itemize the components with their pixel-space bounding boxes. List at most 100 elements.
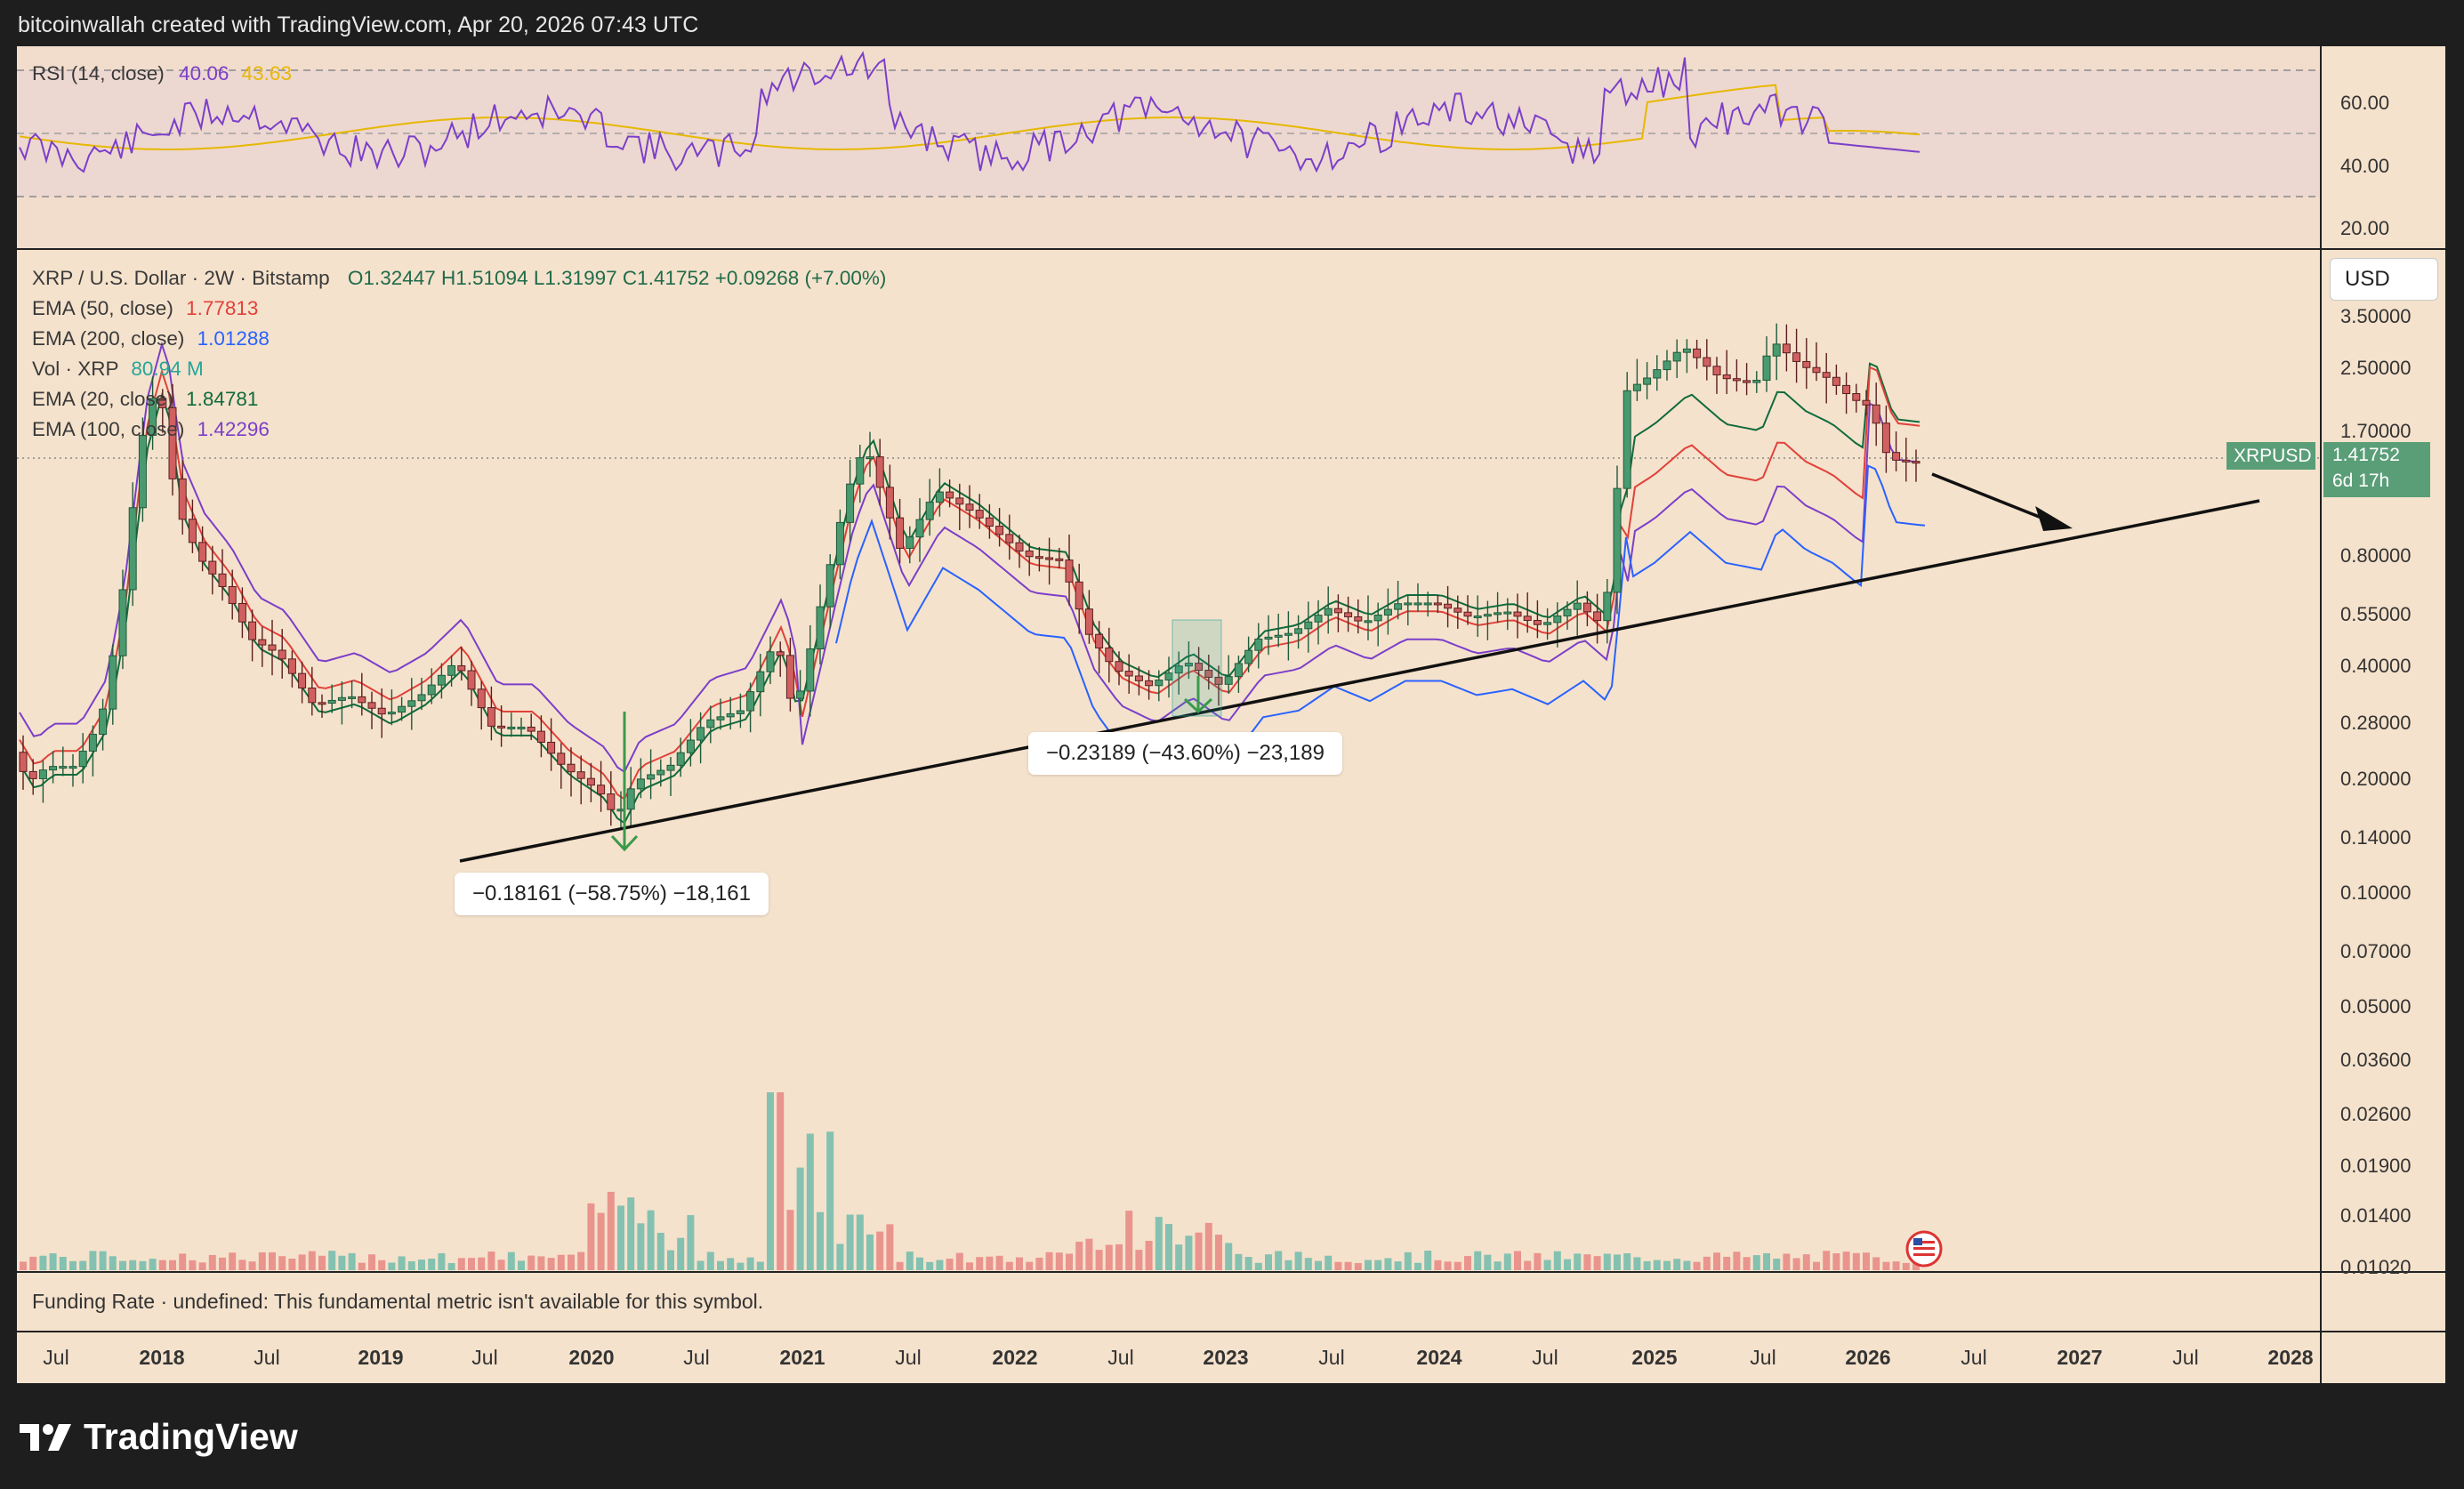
volume-bar bbox=[1414, 1262, 1421, 1270]
candle-body bbox=[816, 606, 825, 650]
volume-bar bbox=[796, 1167, 804, 1270]
volume-bar bbox=[1095, 1250, 1103, 1270]
volume-bar bbox=[1244, 1257, 1252, 1270]
x-tick-label: Jul bbox=[2172, 1346, 2198, 1369]
volume-bar bbox=[1384, 1258, 1392, 1270]
measure-label-2020[interactable]: −0.18161 (−58.75%) −18,161 bbox=[455, 873, 769, 915]
x-tick-label: 2023 bbox=[1203, 1346, 1248, 1369]
volume-bar bbox=[518, 1260, 525, 1270]
volume-bar bbox=[1284, 1260, 1292, 1270]
rsi-tick-label: 20.00 bbox=[2340, 217, 2389, 239]
volume-bar bbox=[1703, 1256, 1711, 1270]
volume-bar bbox=[986, 1256, 994, 1270]
candle-body bbox=[1174, 665, 1183, 674]
candle-body bbox=[218, 573, 227, 587]
candle-body bbox=[846, 483, 855, 523]
ema20-legend[interactable]: EMA (20, close) 1.84781 bbox=[32, 388, 259, 410]
volume-bar bbox=[1304, 1258, 1312, 1270]
candle-body bbox=[1045, 557, 1054, 560]
candle-body bbox=[626, 788, 635, 810]
candle-body bbox=[686, 739, 695, 753]
ema100-legend[interactable]: EMA (100, close) 1.42296 bbox=[32, 418, 270, 440]
ema200-legend[interactable]: EMA (200, close) 1.01288 bbox=[32, 327, 270, 350]
projection-arrow-shaft bbox=[1931, 472, 2056, 525]
volume-bar bbox=[1145, 1240, 1153, 1270]
volume-bar bbox=[1105, 1244, 1113, 1270]
candle-body bbox=[99, 708, 108, 736]
candle-body bbox=[1832, 376, 1840, 386]
y-tick-label: 2.50000 bbox=[2340, 357, 2412, 379]
candle-body bbox=[1463, 611, 1472, 617]
candle-body bbox=[915, 519, 924, 538]
y-tick-label: 0.01400 bbox=[2340, 1204, 2412, 1227]
candle-body bbox=[676, 752, 685, 766]
volume-bar bbox=[1633, 1257, 1641, 1270]
ema50-legend[interactable]: EMA (50, close) 1.77813 bbox=[32, 297, 259, 319]
volume-bar bbox=[20, 1261, 27, 1270]
volume-bar bbox=[876, 1231, 884, 1270]
symbol-line[interactable]: XRP / U.S. Dollar · 2W · Bitstamp O1.324… bbox=[32, 263, 886, 294]
candle-body bbox=[1254, 638, 1263, 651]
candle-body bbox=[1682, 348, 1691, 353]
candle-body bbox=[19, 752, 28, 772]
candle-body bbox=[1394, 603, 1403, 610]
currency-button[interactable]: USD bbox=[2330, 258, 2438, 301]
candle-body bbox=[348, 696, 357, 699]
volume-bar bbox=[1743, 1257, 1751, 1270]
volume-bar bbox=[717, 1260, 724, 1270]
candle-body bbox=[1065, 559, 1074, 583]
x-tick-label: Jul bbox=[1318, 1346, 1344, 1369]
candle-body bbox=[318, 702, 326, 705]
y-tick-label: 0.20000 bbox=[2340, 768, 2412, 790]
chart-frame bbox=[17, 46, 2445, 1383]
volume-bar bbox=[507, 1252, 515, 1270]
candle-body bbox=[1792, 352, 1801, 362]
volume-bar bbox=[407, 1260, 415, 1270]
candle-body bbox=[238, 602, 246, 623]
candle-body bbox=[1822, 372, 1831, 378]
volume-legend[interactable]: Vol · XRP 80.94 M bbox=[32, 358, 204, 380]
tradingview-wordmark: TradingView bbox=[84, 1416, 298, 1457]
volume-bar bbox=[457, 1258, 465, 1270]
volume-bar bbox=[1035, 1257, 1043, 1270]
volume-bar bbox=[398, 1256, 406, 1270]
volume-bar bbox=[1524, 1260, 1532, 1270]
volume-bar bbox=[1055, 1252, 1063, 1270]
rsi-pane bbox=[17, 46, 2321, 248]
candle-body bbox=[1881, 423, 1890, 454]
candle-body bbox=[1623, 390, 1631, 489]
candle-body bbox=[1483, 614, 1492, 617]
main-legend: XRP / U.S. Dollar · 2W · Bitstamp O1.324… bbox=[32, 263, 886, 445]
candle-body bbox=[1752, 379, 1761, 383]
volume-bar bbox=[1434, 1260, 1442, 1270]
candle-body bbox=[1553, 615, 1562, 624]
volume-bar bbox=[1603, 1253, 1611, 1270]
volume-bar bbox=[1823, 1251, 1831, 1270]
candle-body bbox=[1264, 636, 1273, 640]
volume-bar bbox=[1872, 1257, 1880, 1270]
volume-bar bbox=[278, 1256, 286, 1270]
candle-body bbox=[716, 716, 725, 720]
tradingview-logo[interactable]: TradingView bbox=[20, 1416, 298, 1458]
candle-body bbox=[437, 674, 446, 686]
candle-body bbox=[1782, 343, 1791, 354]
y-tick-label: 0.03600 bbox=[2340, 1049, 2412, 1071]
volume-bar bbox=[1225, 1243, 1233, 1270]
candle-body bbox=[955, 497, 964, 505]
price-tag-value: 1.41752 bbox=[2332, 445, 2400, 465]
candle-body bbox=[1772, 343, 1781, 357]
volume-bar bbox=[368, 1254, 375, 1270]
measure-label-2022[interactable]: −0.23189 (−43.60%) −23,189 bbox=[1028, 732, 1342, 775]
volume-bar bbox=[388, 1262, 396, 1270]
volume-bar bbox=[1783, 1253, 1791, 1270]
volume-bar bbox=[697, 1260, 705, 1270]
volume-bar bbox=[826, 1131, 834, 1270]
candle-body bbox=[258, 639, 267, 646]
volume-bar bbox=[607, 1191, 615, 1270]
candle-body bbox=[1593, 611, 1602, 622]
candle-body bbox=[1373, 614, 1382, 622]
volume-bar bbox=[846, 1214, 854, 1270]
volume-bar bbox=[1723, 1256, 1731, 1270]
candle-body bbox=[785, 655, 794, 699]
